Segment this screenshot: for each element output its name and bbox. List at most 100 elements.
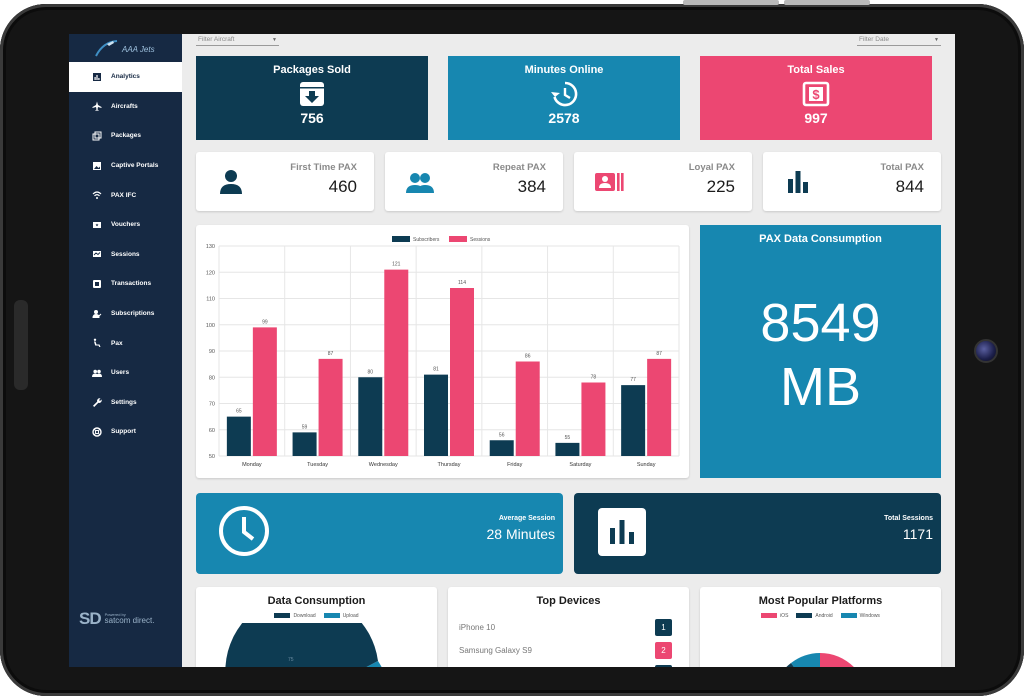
legend-download[interactable]: Download	[274, 613, 316, 619]
sidebar-item-packages[interactable]: Packages	[69, 121, 182, 151]
sidebar-item-subscriptions[interactable]: Subscriptions	[69, 299, 182, 329]
packages-sold-card[interactable]: Packages Sold 756	[196, 56, 428, 140]
first-time-pax-card[interactable]: First Time PAX 460	[196, 152, 374, 211]
data-label: 121	[392, 262, 401, 268]
filter-date-select[interactable]: Filter Date ▼	[857, 34, 941, 46]
total-pax-card[interactable]: Total PAX 844	[763, 152, 941, 211]
app-screen: AAA Jets Analytics Aircrafts Packages Capti…	[69, 34, 955, 667]
data-label: 59	[302, 424, 308, 430]
legend-windows[interactable]: Windows	[840, 613, 880, 619]
y-tick-label: 100	[206, 323, 215, 329]
download-slice[interactable]	[225, 623, 378, 667]
legend-android[interactable]: Android	[796, 613, 833, 619]
upload-slice[interactable]	[302, 661, 386, 667]
chevron-down-icon: ▼	[272, 36, 277, 43]
windows-slice[interactable]	[791, 653, 820, 667]
minutes-online-value: 2578	[548, 110, 580, 126]
sidebar-item-settings[interactable]: Settings	[69, 388, 182, 418]
bar-subscribers-saturday[interactable]	[555, 442, 580, 456]
portal-icon	[93, 161, 101, 170]
legend-upload[interactable]: Upload	[323, 613, 359, 619]
pax-data-consumption-value: 8549	[760, 293, 881, 353]
legend-ios[interactable]: iOS	[761, 613, 788, 619]
data-label: 81	[433, 367, 439, 373]
sidebar-item-pax-ifc[interactable]: PAX IFC	[69, 180, 182, 210]
data-label: 65	[236, 409, 242, 415]
sidebar-item-users[interactable]: Users	[69, 358, 182, 388]
bar-subscribers-monday[interactable]	[226, 416, 251, 456]
data-label: 55	[565, 435, 571, 441]
repeat-pax-label: Repeat PAX	[492, 162, 546, 173]
sidebar-nav: Analytics Aircrafts Packages Captive Portal…	[69, 62, 182, 447]
filter-aircraft-select[interactable]: Filter Aircraft ▼	[196, 34, 279, 46]
data-consumption-legend: Download Upload	[196, 613, 437, 619]
transactions-icon	[93, 279, 101, 288]
total-sales-card[interactable]: Total Sales $ 997	[700, 56, 932, 140]
bar-subscribers-tuesday[interactable]	[292, 432, 317, 456]
sidebar-item-pax[interactable]: Pax	[69, 328, 182, 358]
voucher-icon	[93, 221, 101, 228]
loyalty-card-icon	[595, 173, 624, 191]
packages-sold-value: 756	[300, 110, 324, 126]
x-tick-label: Saturday	[569, 462, 591, 468]
device-row[interactable]: Samsung Galaxy S9 2	[459, 640, 672, 660]
clock-icon	[219, 506, 269, 556]
bar-sessions-thursday[interactable]	[450, 288, 474, 456]
sidebar-item-aircrafts[interactable]: Aircrafts	[69, 92, 182, 122]
platforms-legend: iOS Android Windows	[700, 613, 941, 619]
repeat-pax-value: 384	[517, 177, 546, 196]
sidebar-item-label: Vouchers	[111, 221, 141, 229]
data-consumption-pie: 75	[225, 623, 386, 667]
device-button	[683, 0, 779, 5]
brand-logo[interactable]: AAA Jets	[93, 38, 155, 60]
bar-sessions-saturday[interactable]	[581, 382, 606, 457]
total-sales-label: Total Sales	[787, 64, 845, 76]
android-slice[interactable]	[772, 663, 805, 667]
bar-subscribers-friday[interactable]	[489, 440, 514, 456]
pax-data-consumption-card[interactable]: PAX Data Consumption 8549 MB	[700, 225, 941, 478]
x-tick-label: Sunday	[637, 462, 656, 468]
sidebar-item-analytics[interactable]: Analytics	[69, 62, 182, 92]
bar-sessions-monday[interactable]	[252, 327, 277, 456]
bar-subscribers-thursday[interactable]	[424, 374, 448, 456]
sidebar-item-support[interactable]: Support	[69, 417, 182, 447]
minutes-online-card[interactable]: Minutes Online 2578	[448, 56, 680, 140]
sidebar-item-vouchers[interactable]: Vouchers	[69, 210, 182, 240]
bar-sessions-tuesday[interactable]	[318, 358, 343, 456]
data-label: 80	[368, 369, 374, 375]
legend-swatch-subscribers[interactable]	[392, 236, 410, 242]
sidebar-item-label: Users	[111, 369, 130, 377]
powered-by-company: satcom direct.	[104, 616, 155, 625]
data-consumption-title: Data Consumption	[267, 595, 366, 607]
repeat-pax-card[interactable]: Repeat PAX 384	[385, 152, 563, 211]
sidebar-item-sessions[interactable]: Sessions	[69, 240, 182, 270]
sidebar-item-label: Analytics	[111, 73, 140, 81]
bar-sessions-wednesday[interactable]	[384, 269, 409, 456]
bar-subscribers-sunday[interactable]	[621, 385, 646, 456]
legend-swatch-sessions[interactable]	[449, 236, 467, 242]
y-tick-label: 60	[209, 428, 215, 434]
total-sessions-value: 1171	[902, 526, 933, 542]
sidebar-item-label: Settings	[111, 398, 137, 406]
analytics-icon	[93, 72, 101, 81]
dollar-bill-icon: $	[802, 81, 830, 107]
average-session-card[interactable]: Average Session 28 Minutes	[196, 493, 563, 574]
packages-sold-label: Packages Sold	[273, 64, 351, 76]
camera-icon	[974, 339, 998, 363]
sidebar-item-label: PAX IFC	[111, 191, 137, 199]
bar-sessions-friday[interactable]	[515, 361, 540, 457]
device-row[interactable]: iPhone 10 1	[459, 617, 672, 637]
data-label: 87	[656, 351, 662, 357]
legend-label: Sessions	[470, 237, 491, 243]
loyal-pax-card[interactable]: Loyal PAX 225	[574, 152, 752, 211]
ios-slice[interactable]	[820, 653, 868, 667]
sidebar-item-captive-portals[interactable]: Captive Portals	[69, 151, 182, 181]
sidebar-item-transactions[interactable]: Transactions	[69, 269, 182, 299]
device-name: Samsung Galaxy S9	[459, 645, 532, 655]
pax-data-consumption-unit: MB	[780, 357, 861, 417]
total-sessions-card[interactable]: Total Sessions 1171	[574, 493, 941, 574]
device-rank-badge: 1	[655, 618, 672, 636]
person-icon	[220, 170, 242, 194]
bar-sessions-sunday[interactable]	[647, 358, 672, 456]
bar-subscribers-wednesday[interactable]	[358, 377, 383, 456]
